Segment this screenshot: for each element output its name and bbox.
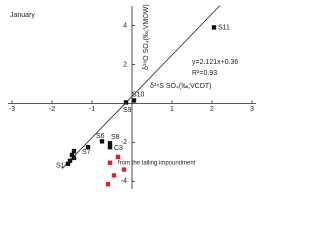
point-label: C3 (114, 145, 123, 152)
point (105, 181, 111, 187)
y-tick-label: 2 (123, 61, 127, 68)
point (107, 141, 113, 146)
point-label: S11 (218, 24, 230, 31)
point (107, 144, 113, 150)
point (99, 139, 105, 144)
point (131, 98, 137, 103)
point (67, 158, 73, 164)
point (111, 173, 117, 178)
y-tick-label: 4 (123, 22, 127, 29)
point-label: S8 (111, 134, 120, 141)
x-axis-title: δ³⁴S SO₄(‰;VCDT) (150, 83, 211, 90)
point (65, 161, 71, 166)
x-tick-label: -2 (49, 106, 55, 113)
point-label: S6 (96, 133, 105, 140)
x-tick-label: -1 (89, 106, 95, 113)
point-label: S7 (82, 149, 91, 156)
legend-label: from the tailing impoundment (118, 160, 196, 166)
point (71, 148, 77, 154)
point (115, 154, 121, 160)
point (121, 167, 127, 172)
chart: January y=2.121x+0.36 R²=0.93 δ³⁴S SO₄(‰… (8, 4, 256, 196)
point-label: S9 (123, 107, 132, 114)
y-tick-label: -4 (121, 178, 127, 185)
equation: y=2.121x+0.36 (192, 59, 238, 66)
point-label: S1 (56, 163, 65, 170)
point (69, 152, 75, 158)
x-tick-label: 2 (210, 106, 214, 113)
point (85, 144, 91, 150)
x-tick-label: 3 (250, 106, 254, 113)
point (123, 100, 129, 105)
x-tick-label: 1 (170, 106, 174, 113)
point (71, 155, 77, 161)
x-tick-label: -3 (9, 106, 15, 113)
y-tick-label: -2 (121, 139, 127, 146)
point-label: S10 (132, 91, 145, 98)
chart-title: January (10, 12, 35, 19)
r-squared: R²=0.93 (192, 70, 217, 77)
legend-marker (107, 160, 113, 165)
y-axis-title: δ¹⁸O SO₄(‰;VMOW) (143, 4, 150, 70)
point (211, 25, 217, 30)
trendline (61, 5, 221, 169)
